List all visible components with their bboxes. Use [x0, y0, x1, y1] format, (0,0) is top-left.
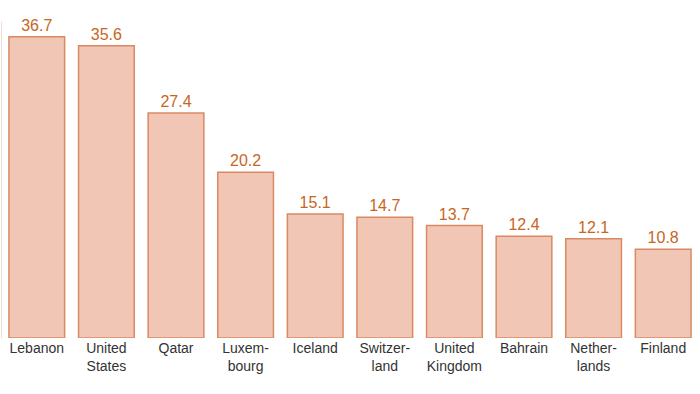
svg-text:UnitedKingdom: UnitedKingdom	[427, 340, 482, 374]
svg-text:Lebanon: Lebanon	[10, 340, 65, 356]
svg-text:27.4: 27.4	[160, 93, 191, 110]
svg-text:UnitedStates: UnitedStates	[86, 340, 126, 374]
svg-text:Iceland: Iceland	[293, 340, 338, 356]
svg-text:36.7: 36.7	[21, 17, 52, 34]
svg-text:14.7: 14.7	[369, 197, 400, 214]
svg-text:Finland: Finland	[640, 340, 686, 356]
svg-text:12.4: 12.4	[508, 216, 539, 233]
svg-text:10.8: 10.8	[648, 229, 679, 246]
svg-text:15.1: 15.1	[300, 194, 331, 211]
svg-text:Luxem-bourg: Luxem-bourg	[222, 340, 269, 374]
svg-text:35.6: 35.6	[91, 26, 122, 43]
svg-text:Bahrain: Bahrain	[500, 340, 548, 356]
svg-text:20.2: 20.2	[230, 152, 261, 169]
svg-text:13.7: 13.7	[439, 206, 470, 223]
svg-text:Nether-lands: Nether-lands	[570, 340, 617, 374]
svg-text:Switzer-land: Switzer-land	[360, 340, 411, 374]
svg-text:12.1: 12.1	[578, 219, 609, 236]
svg-text:Qatar: Qatar	[158, 340, 193, 356]
